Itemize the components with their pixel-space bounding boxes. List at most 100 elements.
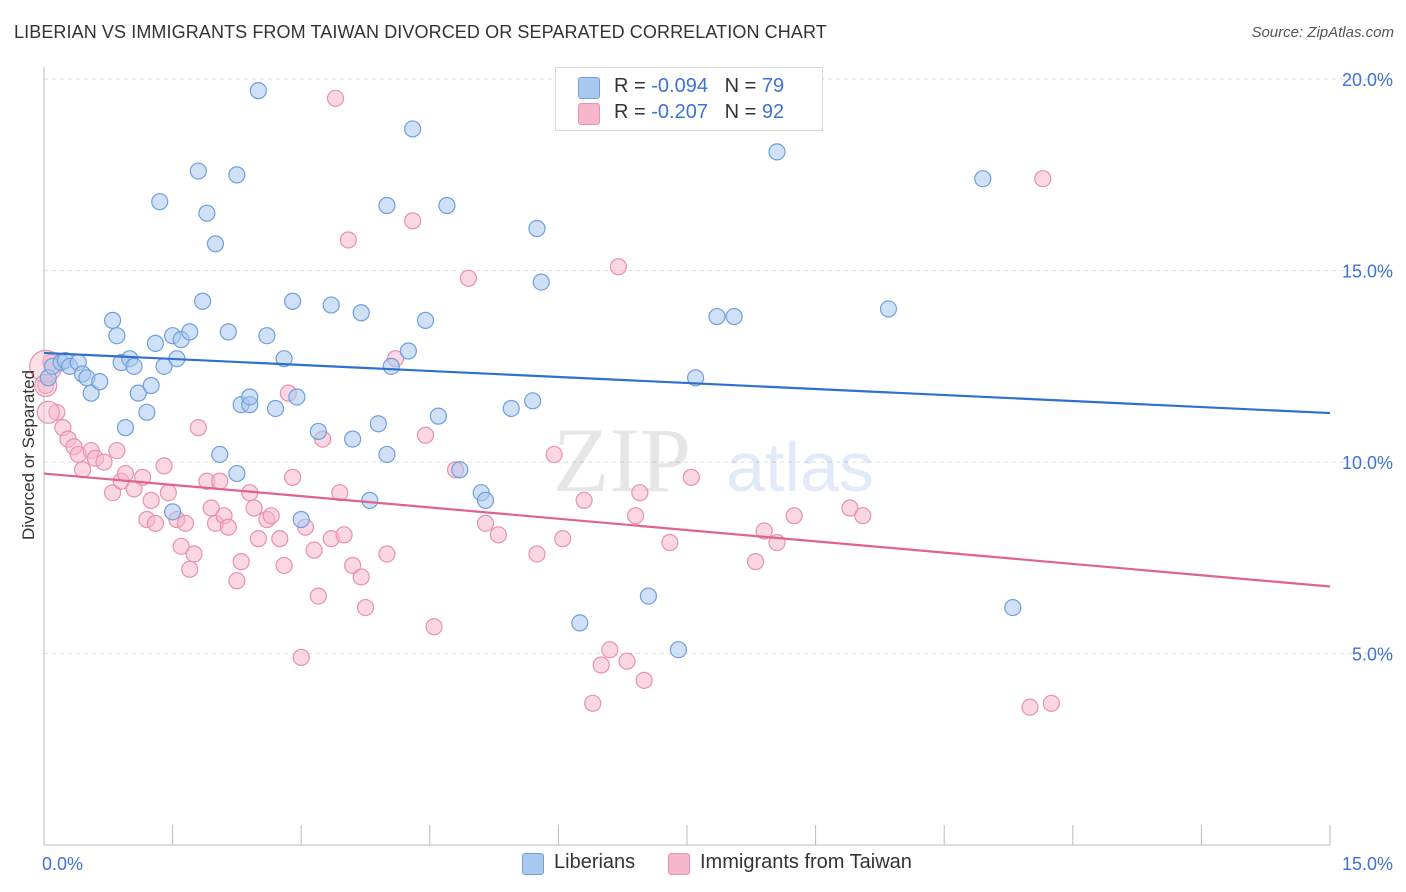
taiwan-point bbox=[356, 598, 375, 617]
taiwan-point bbox=[176, 514, 195, 532]
taiwan-point bbox=[36, 400, 60, 424]
liberians-point bbox=[258, 327, 276, 345]
taiwan-point bbox=[618, 652, 636, 670]
taiwan-point bbox=[271, 530, 289, 548]
liberians-point bbox=[288, 388, 306, 406]
chart-title: LIBERIAN VS IMMIGRANTS FROM TAIWAN DIVOR… bbox=[14, 22, 827, 42]
legend-n-label: N = bbox=[724, 75, 762, 97]
liberians-point bbox=[219, 323, 237, 341]
taiwan-point bbox=[331, 484, 349, 502]
taiwan-point bbox=[185, 545, 203, 563]
x-tick-label: 15.0% bbox=[1342, 854, 1393, 874]
liberians-trend-line bbox=[43, 351, 1331, 415]
watermark: ZIP atlas bbox=[553, 409, 874, 511]
liberians-point bbox=[206, 235, 225, 253]
taiwan-point bbox=[1042, 694, 1060, 712]
y-tick-label: 15.0% bbox=[1342, 262, 1393, 282]
taiwan-trend-line bbox=[43, 472, 1331, 588]
liberians-point bbox=[322, 296, 340, 314]
taiwan-point bbox=[155, 457, 173, 475]
bottom-legend-label: Liberians bbox=[554, 851, 636, 873]
liberians-point bbox=[284, 292, 302, 310]
liberians-point bbox=[378, 445, 396, 464]
taiwan-point bbox=[352, 568, 370, 586]
liberians-point bbox=[571, 614, 589, 632]
liberians-point bbox=[429, 407, 447, 425]
liberians-point bbox=[103, 311, 122, 329]
taiwan-point bbox=[172, 537, 190, 555]
taiwan-point bbox=[545, 445, 563, 464]
legend-n-value: 92 bbox=[761, 101, 785, 123]
y-tick-label: 20.0% bbox=[1342, 70, 1393, 90]
liberians-point bbox=[352, 304, 370, 322]
liberians-point bbox=[669, 641, 688, 659]
stats-legend: R = -0.094 N = 79 R = -0.207 N = 92 bbox=[555, 67, 823, 131]
taiwan-point bbox=[48, 403, 66, 421]
taiwan-point bbox=[554, 530, 572, 548]
taiwan-point bbox=[108, 441, 126, 460]
liberians-point bbox=[639, 587, 658, 605]
legend-r-label: R = bbox=[614, 75, 652, 97]
liberians-point bbox=[502, 399, 520, 418]
taiwan-point bbox=[785, 507, 803, 525]
axes bbox=[43, 67, 1331, 846]
liberians-point bbox=[708, 307, 726, 326]
liberians-point bbox=[211, 445, 229, 464]
taiwan-point bbox=[489, 526, 507, 544]
liberians-point bbox=[194, 292, 212, 310]
taiwan-point bbox=[1034, 170, 1052, 188]
taiwan-point bbox=[378, 545, 396, 563]
legend-swatch-blue bbox=[578, 77, 600, 99]
taiwan-point bbox=[854, 507, 872, 525]
bottom-legend-taiwan: Immigrants from Taiwan bbox=[668, 850, 928, 878]
liberians-point bbox=[438, 196, 456, 215]
liberians-point bbox=[164, 503, 182, 521]
taiwan-point bbox=[146, 514, 165, 532]
taiwan-point bbox=[626, 507, 645, 525]
taiwan-point bbox=[219, 518, 237, 536]
taiwan-point bbox=[159, 484, 177, 502]
liberians-point bbox=[266, 399, 285, 418]
taiwan-point bbox=[476, 514, 495, 532]
bottom-legend-swatch-pink bbox=[668, 853, 690, 875]
liberians-point bbox=[725, 307, 743, 326]
liberians-point bbox=[108, 327, 126, 345]
taiwan-point bbox=[309, 587, 327, 605]
taiwan-point bbox=[262, 507, 280, 525]
series-taiwan-points bbox=[29, 89, 1060, 716]
liberians-point bbox=[532, 273, 550, 291]
taiwan-point bbox=[142, 491, 160, 509]
trend-lines bbox=[43, 351, 1331, 588]
taiwan-point bbox=[601, 641, 619, 659]
taiwan-point bbox=[528, 545, 546, 563]
taiwan-point bbox=[635, 671, 653, 689]
liberians-point bbox=[369, 415, 387, 433]
taiwan-point bbox=[275, 556, 293, 575]
liberians-point bbox=[404, 120, 422, 138]
liberians-point bbox=[292, 510, 310, 529]
taiwan-point bbox=[661, 533, 679, 552]
legend-n-value: 79 bbox=[761, 75, 785, 97]
x-tick-label: 0.0% bbox=[42, 854, 83, 874]
legend-r-label: R = bbox=[614, 101, 652, 123]
taiwan-point bbox=[631, 484, 649, 502]
taiwan-point bbox=[73, 461, 92, 479]
taiwan-point bbox=[682, 468, 700, 486]
taiwan-point bbox=[339, 231, 357, 249]
liberians-point bbox=[228, 464, 246, 483]
liberians-point bbox=[82, 384, 100, 402]
legend-swatch-pink bbox=[578, 103, 600, 125]
liberians-point bbox=[309, 422, 327, 441]
taiwan-point bbox=[249, 530, 267, 548]
watermark-atlas: atlas bbox=[726, 428, 874, 506]
taiwan-point bbox=[284, 468, 302, 486]
taiwan-point bbox=[103, 484, 122, 502]
liberians-point bbox=[1004, 598, 1022, 617]
taiwan-point bbox=[609, 258, 628, 276]
taiwan-point bbox=[228, 572, 246, 590]
liberians-point bbox=[686, 369, 705, 387]
y-tick-label: 10.0% bbox=[1342, 453, 1393, 473]
taiwan-point bbox=[575, 491, 593, 509]
liberians-point bbox=[524, 392, 542, 410]
